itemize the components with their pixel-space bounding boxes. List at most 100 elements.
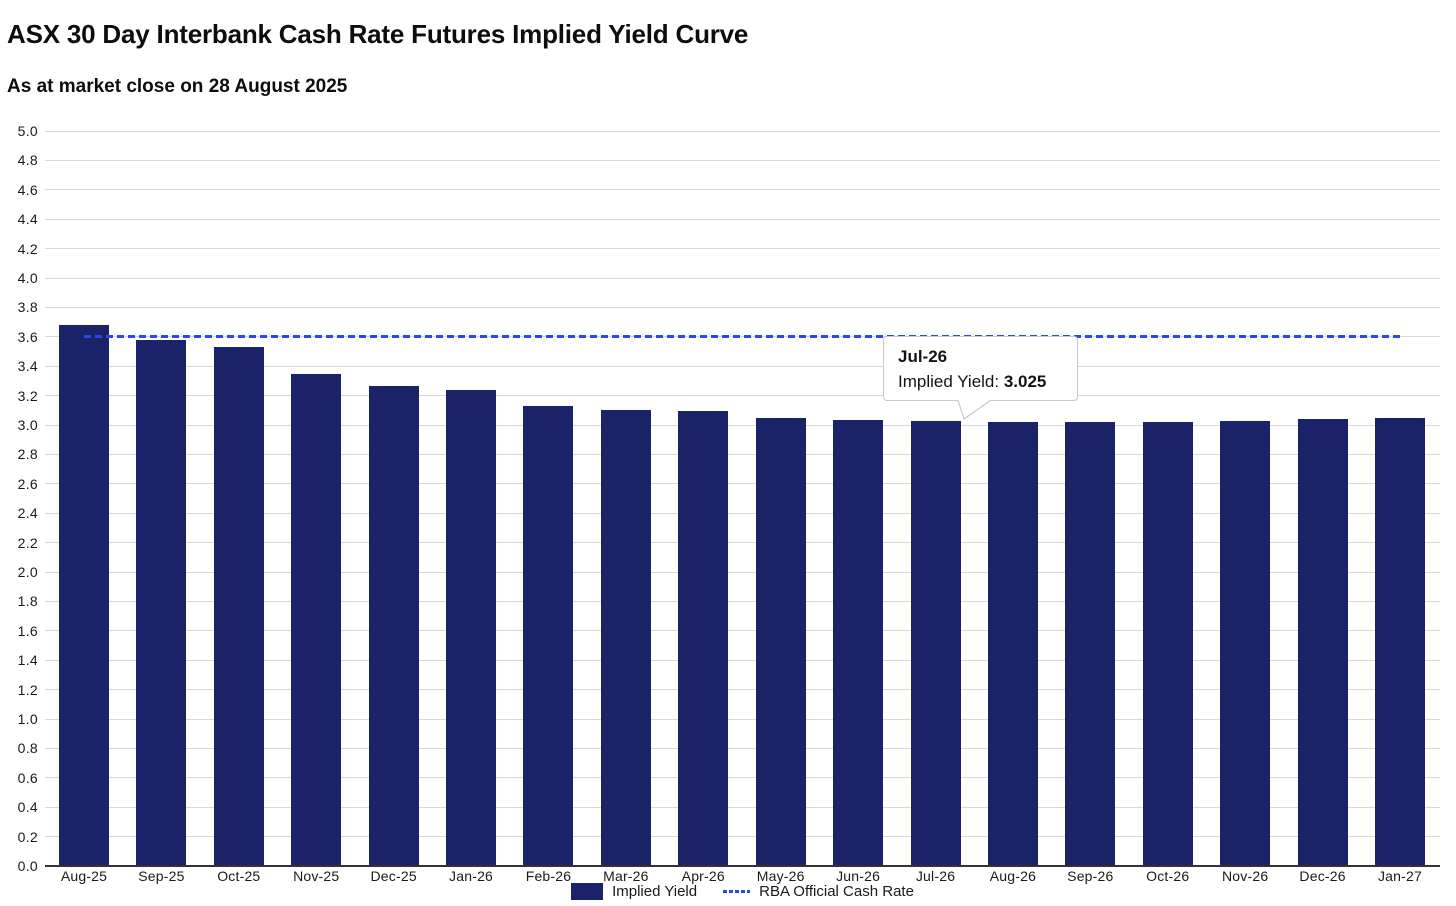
y-axis-tick-label: 2.2 — [17, 534, 38, 551]
x-axis-tick-label: Jan-26 — [449, 868, 494, 884]
tooltip-label: Implied Yield: — [898, 372, 1004, 391]
gridline — [45, 277, 1440, 279]
y-axis-tick-label: 1.6 — [17, 622, 38, 639]
chart-title: ASX 30 Day Interbank Cash Rate Futures I… — [7, 19, 749, 50]
x-axis-tick-label: Apr-26 — [681, 868, 725, 884]
bar-dec-26[interactable] — [1297, 419, 1348, 866]
y-axis-tick-label: 4.8 — [17, 152, 38, 169]
bar-mar-26[interactable] — [600, 409, 651, 866]
y-axis-tick-label: 4.2 — [17, 240, 38, 257]
y-axis-tick-label: 2.8 — [17, 446, 38, 463]
tooltip-value: 3.025 — [1003, 372, 1047, 391]
tooltip: Jul-26 Implied Yield: 3.025 — [883, 336, 1078, 420]
gridline — [45, 130, 1440, 132]
gridline — [45, 424, 1440, 426]
y-axis-tick-label: 0.4 — [17, 799, 38, 816]
bar-sep-26[interactable] — [1065, 422, 1116, 866]
gridline — [45, 159, 1440, 161]
rba-cash-rate-line — [84, 335, 1400, 339]
gridline — [45, 453, 1440, 455]
bar-nov-25[interactable] — [291, 374, 342, 866]
y-axis-tick-label: 2.0 — [17, 564, 38, 580]
y-axis-tick-label: 0.8 — [17, 740, 38, 757]
y-axis-tick-label: 1.2 — [17, 681, 38, 698]
x-axis-tick-label: Aug-26 — [989, 868, 1037, 884]
x-axis-tick-label: Sep-26 — [1067, 868, 1114, 884]
gridline — [45, 571, 1440, 573]
x-axis-tick-label: Oct-25 — [217, 868, 261, 884]
y-axis-tick-label: 3.6 — [17, 328, 38, 345]
y-axis-tick-label: 2.6 — [17, 475, 38, 492]
x-axis-tick-label: Feb-26 — [525, 868, 572, 884]
gridline — [45, 483, 1440, 485]
legend: Implied Yield RBA Official Cash Rate — [45, 880, 1440, 902]
y-axis-tick-label: 4.4 — [17, 211, 38, 228]
bar-jan-26[interactable] — [446, 389, 497, 866]
y-axis-tick-label: 1.0 — [17, 711, 38, 727]
gridline — [45, 542, 1440, 544]
gridline — [45, 718, 1440, 720]
tooltip-pointer — [957, 399, 992, 420]
y-axis-tick-label: 4.0 — [17, 270, 38, 286]
bar-feb-26[interactable] — [523, 405, 574, 866]
gridline — [45, 659, 1440, 661]
legend-implied-yield-label: Implied Yield — [612, 882, 698, 900]
x-axis-tick-label: Mar-26 — [603, 868, 649, 884]
bar-aug-25[interactable] — [59, 325, 109, 866]
x-axis-tick-label: Jul-26 — [915, 868, 956, 884]
y-axis-tick-label: 0.2 — [17, 828, 38, 845]
bar-oct-25[interactable] — [213, 347, 264, 866]
x-axis-tick-label: Jan-27 — [1377, 868, 1422, 884]
gridline — [45, 306, 1440, 308]
y-axis-tick-label: 3.4 — [17, 358, 38, 375]
x-axis-tick-label: Jun-26 — [836, 868, 881, 884]
implied-yield-swatch — [571, 882, 604, 900]
gridline — [45, 836, 1440, 838]
x-axis-line — [45, 865, 1440, 867]
bar-nov-26[interactable] — [1220, 420, 1271, 866]
tooltip-value-line: Implied Yield: 3.025 — [898, 369, 1063, 395]
y-axis-tick-label: 2.4 — [17, 505, 38, 522]
gridline — [45, 777, 1440, 779]
gridline — [45, 806, 1440, 808]
chart-subtitle: As at market close on 28 August 2025 — [7, 75, 348, 97]
x-axis-tick-label: Dec-26 — [1299, 868, 1346, 884]
y-axis-tick-label: 0.0 — [17, 858, 38, 874]
y-axis-tick-label: 3.0 — [17, 417, 38, 433]
rba-line-sample — [723, 889, 751, 893]
gridline — [45, 512, 1440, 514]
gridline — [45, 218, 1440, 220]
x-axis-tick-label: Aug-25 — [60, 868, 108, 884]
y-axis-tick-label: 3.8 — [17, 299, 38, 316]
x-axis-tick-label: Nov-26 — [1222, 868, 1269, 884]
legend-rba-label: RBA Official Cash Rate — [759, 882, 914, 900]
x-axis-tick-label: Sep-25 — [138, 868, 185, 884]
gridline — [45, 189, 1440, 191]
gridline — [45, 248, 1440, 250]
bar-aug-26[interactable] — [987, 422, 1038, 866]
bar-sep-25[interactable] — [136, 339, 187, 866]
y-axis-tick-label: 3.2 — [17, 387, 38, 404]
bar-jan-27[interactable] — [1375, 418, 1425, 866]
x-axis-tick-label: Nov-25 — [293, 868, 340, 884]
gridline — [45, 365, 1440, 367]
x-axis-tick-label: Dec-25 — [370, 868, 417, 884]
bar-jul-26[interactable] — [910, 421, 961, 866]
bar-oct-26[interactable] — [1142, 422, 1193, 866]
y-axis-tick-label: 0.6 — [17, 769, 38, 786]
x-axis-tick-label: Oct-26 — [1146, 868, 1190, 884]
gridline — [45, 747, 1440, 749]
y-axis-tick-label: 4.6 — [17, 181, 38, 198]
gridline — [45, 630, 1440, 632]
gridline — [45, 395, 1440, 397]
bar-may-26[interactable] — [755, 417, 806, 866]
gridline — [45, 689, 1440, 691]
bar-dec-25[interactable] — [368, 386, 419, 866]
tooltip-category: Jul-26 — [898, 347, 948, 366]
y-axis-tick-label: 1.8 — [17, 593, 38, 610]
gridline — [45, 600, 1440, 602]
bar-apr-26[interactable] — [678, 411, 729, 866]
x-axis-tick-label: May-26 — [756, 868, 805, 884]
bar-jun-26[interactable] — [833, 419, 884, 866]
